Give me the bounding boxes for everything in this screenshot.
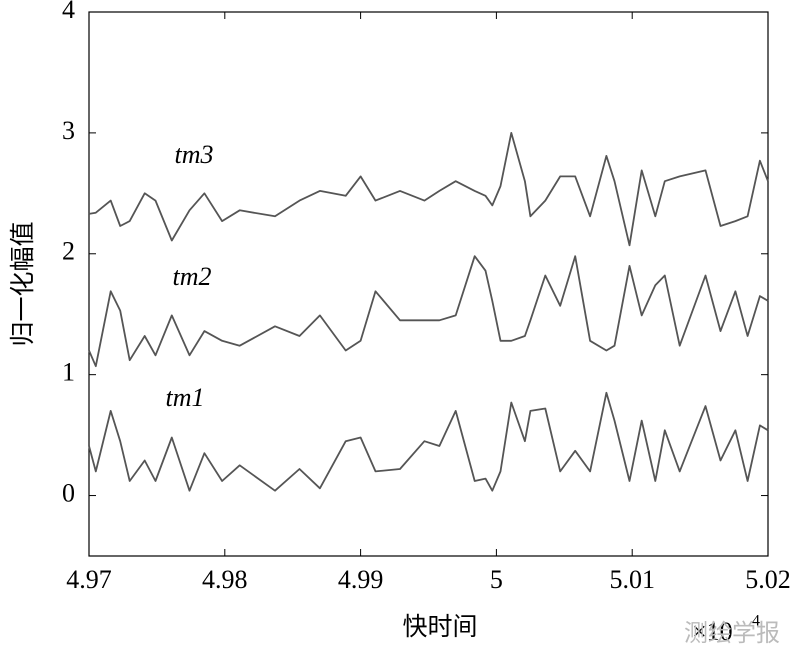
series-line [88,132,769,247]
x-tick-label: 4.97 [66,565,112,594]
x-axis-label: 快时间 [402,612,477,641]
series-line [88,255,769,368]
x-tick-label: 4.98 [202,565,248,594]
x-scale-base: ×10 [692,617,733,646]
plot-frame [88,11,769,557]
series-label: tm2 [173,262,212,291]
y-tick-label: 3 [62,116,75,145]
series-line [88,391,769,492]
y-tick-label: 0 [62,479,75,508]
watermark: 测绘学报 [684,619,780,647]
x-tick-label: 5 [490,565,503,594]
series-label: tm3 [175,140,214,169]
x-scale-exponent: 4 [752,613,760,630]
y-tick-label: 2 [62,237,75,266]
y-tick-label: 4 [62,0,75,24]
x-tick-label: 5.02 [745,565,791,594]
series-label: tm1 [166,383,205,412]
y-axis-label: 归一化幅值 [8,221,37,346]
x-tick-label: 5.01 [609,565,655,594]
x-tick-label: 4.99 [338,565,384,594]
y-tick-label: 1 [62,358,75,387]
